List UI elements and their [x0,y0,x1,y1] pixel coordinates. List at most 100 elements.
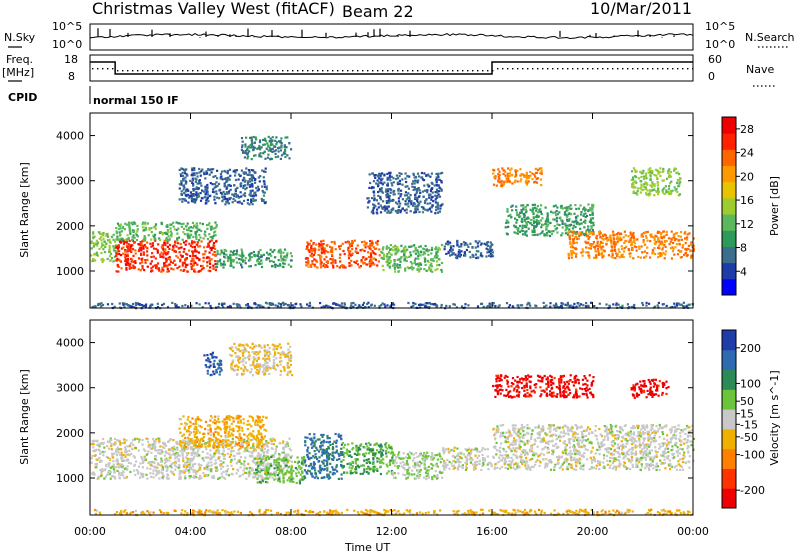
data-cell [437,248,440,251]
data-cell [456,255,459,258]
data-cell [667,191,670,194]
data-cell [191,172,194,175]
data-cell [587,225,590,228]
nave-dot [522,68,524,70]
data-cell [535,181,539,184]
data-cell [417,255,420,258]
colorbar-swatch [722,197,736,215]
data-cell [334,248,337,251]
data-cell [632,181,635,184]
data-cell [520,211,523,215]
data-cell [158,477,161,480]
data-cell [532,215,535,218]
data-cell [571,220,574,223]
data-cell [579,303,583,306]
data-cell [166,252,169,255]
data-cell [102,248,105,251]
nave-dot [632,68,634,70]
data-cell [458,254,461,257]
data-cell [206,186,209,189]
data-cell [196,451,199,454]
data-cell [210,228,213,231]
data-cell [438,178,441,181]
data-cell [582,304,585,307]
data-cell [582,213,586,216]
data-cell [605,303,608,306]
data-cell [192,452,195,455]
data-cell [571,250,575,253]
data-cell [194,270,197,273]
data-cell [178,251,181,254]
data-cell [436,191,439,194]
data-cell [535,171,538,174]
data-cell [325,304,328,307]
data-cell [572,230,575,233]
data-cell [640,172,643,175]
data-cell [232,251,235,254]
data-cell [169,227,172,230]
data-cell [195,235,198,238]
data-cell [187,201,190,204]
data-cell [379,204,382,207]
data-cell [235,261,238,264]
data-cell [198,239,201,242]
nsky-panel: N.Sky 10^5 10^0 10^5 10^0 N.Search [4,20,795,51]
data-cell [276,477,279,480]
data-cell [185,228,189,231]
data-cell [170,466,173,469]
data-cell [146,241,149,244]
data-cell [516,232,519,235]
data-cell [498,170,501,173]
data-cell [286,154,289,157]
data-cell [264,139,267,143]
data-cell [684,242,687,245]
data-cell [554,211,557,214]
data-cell [149,461,152,464]
data-cell [134,261,137,264]
data-cell [555,220,558,223]
data-cell [610,242,613,245]
nave-dot [132,70,134,72]
data-cell [604,237,607,240]
data-cell [397,192,400,195]
data-cell [492,172,495,175]
nave-dot [547,68,549,70]
data-cell [205,467,208,470]
data-cell [535,218,538,221]
data-cell [229,304,232,308]
data-cell [414,196,417,199]
data-cell [437,190,441,193]
data-cell [409,260,412,264]
data-cell [195,178,198,181]
data-cell [387,209,390,213]
data-cell [423,306,427,309]
data-cell [226,464,229,467]
data-cell [217,477,220,480]
data-cell [248,193,251,196]
data-cell [447,251,450,255]
data-cell [191,246,194,249]
data-cell [361,303,365,306]
data-cell [251,182,254,186]
data-cell [150,303,153,306]
data-cell [251,469,254,472]
data-cell [255,186,258,190]
y-tick-label: 1000 [56,265,84,278]
data-cell [278,453,281,456]
data-cell [273,150,276,153]
data-cell [226,259,230,262]
data-cell [627,306,631,309]
data-cell [417,257,420,260]
data-cell [246,447,249,450]
data-cell [165,444,168,447]
data-cell [615,304,618,307]
data-cell [132,455,135,458]
data-cell [410,305,413,308]
data-cell [207,461,210,464]
data-cell [172,221,175,224]
data-cell [160,464,163,467]
data-cell [194,462,197,465]
data-cell [219,459,222,463]
data-cell [311,249,314,252]
data-cell [548,234,552,238]
